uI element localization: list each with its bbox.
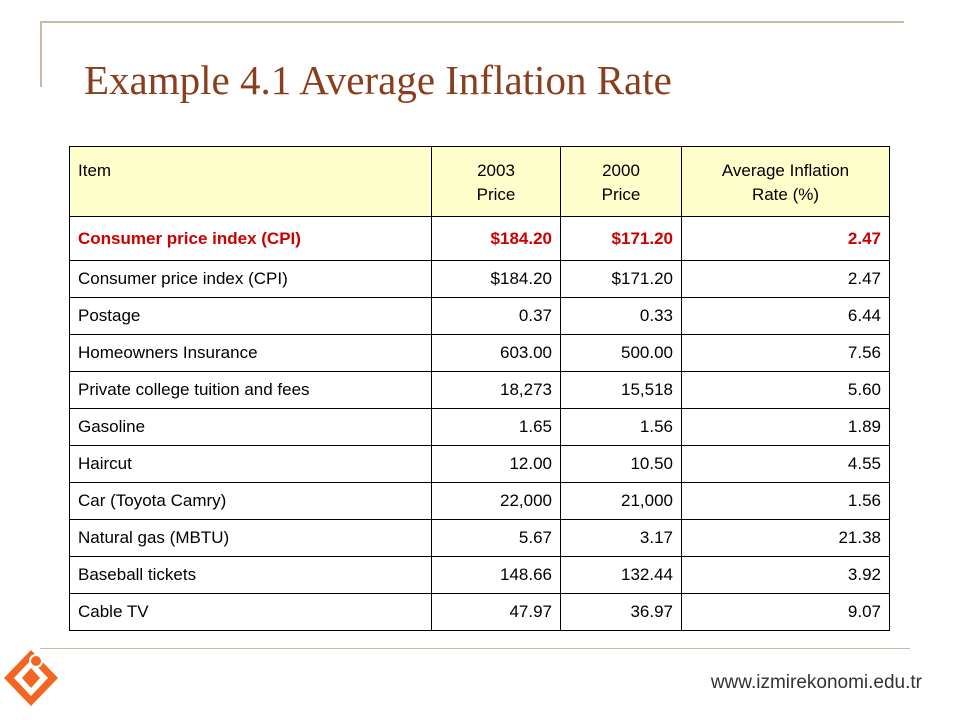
cell-2000: 21,000 <box>560 482 682 520</box>
cell-2000: 132.44 <box>560 556 682 594</box>
table-row: Cable TV 47.97 36.97 9.07 <box>69 593 890 631</box>
cell-2003: 0.37 <box>431 297 561 335</box>
cell-2000: 1.56 <box>560 408 682 446</box>
header-2003-line2: Price <box>476 185 516 204</box>
cell-2000: 500.00 <box>560 334 682 372</box>
header-2000-line1: 2000 <box>602 161 640 180</box>
table-row: Postage 0.37 0.33 6.44 <box>69 297 890 335</box>
cell-rate: 6.44 <box>681 297 890 335</box>
table-row: Car (Toyota Camry) 22,000 21,000 1.56 <box>69 482 890 520</box>
header-2003-line1: 2003 <box>477 161 515 180</box>
cell-rate: 1.56 <box>681 482 890 520</box>
table-row: Homeowners Insurance 603.00 500.00 7.56 <box>69 334 890 372</box>
cell-2003: 22,000 <box>431 482 561 520</box>
cell-item: Homeowners Insurance <box>69 334 432 372</box>
cell-item: Haircut <box>69 445 432 483</box>
header-rate-line2: Rate (%) <box>751 185 820 204</box>
table-row: Consumer price index (CPI) $184.20 $171.… <box>69 260 890 298</box>
table-header-row: Item 2003 Price 2000 Price Average Inflati… <box>69 146 890 217</box>
cell-2000: $171.20 <box>560 216 682 261</box>
header-2000-line2: Price <box>601 185 641 204</box>
cell-rate: 21.38 <box>681 519 890 557</box>
header-rate-line1: Average Inflation <box>721 161 850 180</box>
cell-rate: 5.60 <box>681 371 890 409</box>
cell-rate: 1.89 <box>681 408 890 446</box>
cell-item: Consumer price index (CPI) <box>69 260 432 298</box>
header-inflation-rate: Average Inflation Rate (%) <box>681 146 890 217</box>
cell-2000: 10.50 <box>560 445 682 483</box>
cell-2003: 12.00 <box>431 445 561 483</box>
frame-top-line <box>40 21 904 23</box>
table-row-cpi: Consumer price index (CPI) $184.20 $171.… <box>69 216 890 261</box>
cell-item: Gasoline <box>69 408 432 446</box>
cell-rate: 4.55 <box>681 445 890 483</box>
inflation-table: Item 2003 Price 2000 Price Average Inflati… <box>69 146 890 631</box>
cell-rate: 7.56 <box>681 334 890 372</box>
cell-item: Cable TV <box>69 593 432 631</box>
table-row: Haircut 12.00 10.50 4.55 <box>69 445 890 483</box>
table-row: Gasoline 1.65 1.56 1.89 <box>69 408 890 446</box>
header-2000-price: 2000 Price <box>560 146 682 217</box>
cell-2000: 3.17 <box>560 519 682 557</box>
cell-2000: 15,518 <box>560 371 682 409</box>
cell-2000: 0.33 <box>560 297 682 335</box>
cell-item: Natural gas (MBTU) <box>69 519 432 557</box>
cell-2003: 1.65 <box>431 408 561 446</box>
cell-2003: $184.20 <box>431 216 561 261</box>
cell-2003: $184.20 <box>431 260 561 298</box>
cell-rate: 2.47 <box>681 216 890 261</box>
footer-url: www.izmirekonomi.edu.tr <box>710 672 922 693</box>
cell-rate: 9.07 <box>681 593 890 631</box>
cell-item: Car (Toyota Camry) <box>69 482 432 520</box>
cell-rate: 3.92 <box>681 556 890 594</box>
frame-left-line <box>40 21 42 87</box>
cell-item: Postage <box>69 297 432 335</box>
cell-item: Private college tuition and fees <box>69 371 432 409</box>
cell-2003: 18,273 <box>431 371 561 409</box>
izmir-ekonomi-logo-icon <box>4 650 58 706</box>
slide-title: Example 4.1 Average Inflation Rate <box>84 57 672 103</box>
header-2003-price: 2003 Price <box>431 146 561 217</box>
cell-item: Consumer price index (CPI) <box>69 216 432 261</box>
cell-2003: 47.97 <box>431 593 561 631</box>
table-row: Private college tuition and fees 18,273 … <box>69 371 890 409</box>
cell-2003: 5.67 <box>431 519 561 557</box>
cell-item: Baseball tickets <box>69 556 432 594</box>
cell-2003: 148.66 <box>431 556 561 594</box>
frame-bottom-line <box>40 648 910 649</box>
cell-2000: $171.20 <box>560 260 682 298</box>
cell-2000: 36.97 <box>560 593 682 631</box>
header-item-label: Item <box>78 161 112 180</box>
table-row: Natural gas (MBTU) 5.67 3.17 21.38 <box>69 519 890 557</box>
header-item: Item <box>69 146 432 217</box>
cell-rate: 2.47 <box>681 260 890 298</box>
cell-2003: 603.00 <box>431 334 561 372</box>
table-row: Baseball tickets 148.66 132.44 3.92 <box>69 556 890 594</box>
